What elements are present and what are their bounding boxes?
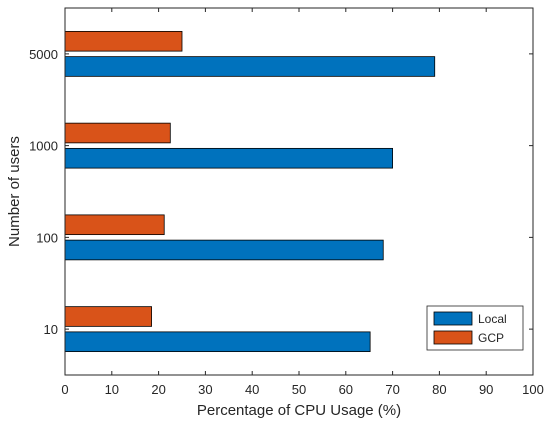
x-tick-label: 0 [61,382,68,397]
x-tick-label: 80 [432,382,446,397]
y-axis-label: Number of users [6,136,23,247]
legend-label-local: Local [478,312,507,326]
y-tick-label: 100 [36,230,58,245]
bar-local-100 [64,239,384,261]
y-tick-label: 1000 [29,139,58,154]
legend-label-gcp: GCP [478,331,504,345]
x-tick-label: 100 [522,382,544,397]
x-tick-label: 20 [151,382,165,397]
bar-gcp-5000 [64,30,183,52]
bar-gcp-10 [64,306,152,327]
y-axis-ticks: 10 100 1000 5000 [29,47,533,337]
x-axis-ticks: 0 10 20 30 40 50 60 70 80 90 100 [61,8,544,397]
bars-layer [64,30,436,353]
x-tick-label: 90 [479,382,493,397]
x-tick-label: 40 [245,382,259,397]
y-tick-label: 10 [44,322,58,337]
x-tick-label: 10 [105,382,119,397]
x-tick-label: 70 [385,382,399,397]
x-tick-label: 30 [198,382,212,397]
bar-gcp-1000 [64,122,171,144]
bar-local-5000 [64,56,436,77]
bar-gcp-100 [64,214,165,236]
x-tick-label: 50 [292,382,306,397]
legend: Local GCP [426,305,524,351]
y-tick-label: 5000 [29,47,58,62]
x-axis-label: Percentage of CPU Usage (%) [197,402,401,419]
bar-local-10 [64,331,371,353]
bar-local-1000 [64,147,394,169]
x-tick-label: 60 [339,382,353,397]
legend-swatch-local [433,311,473,326]
legend-swatch-gcp [433,330,473,345]
